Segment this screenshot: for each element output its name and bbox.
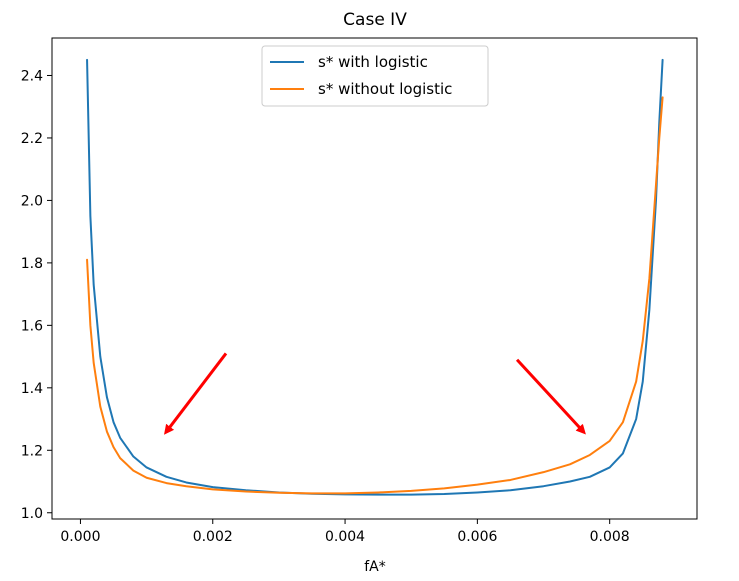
x-tick-label: 0.004 <box>325 529 365 545</box>
axes-frame <box>51 37 698 520</box>
annotation-arrow-2 <box>515 358 586 435</box>
y-tick-label: 1.0 <box>21 506 43 522</box>
series-line-2 <box>86 96 664 495</box>
legend: s* with logistic s* without logistic <box>261 45 489 107</box>
legend-label-2: s* without logistic <box>318 80 452 98</box>
x-tick-label: 0.000 <box>60 529 100 545</box>
series-line-1 <box>86 58 664 496</box>
legend-label-1: s* with logistic <box>318 53 428 71</box>
y-tick-label: 1.6 <box>21 318 43 334</box>
x-tick-label: 0.008 <box>590 529 630 545</box>
y-tick-label: 1.8 <box>21 256 43 272</box>
y-tick-label: 2.2 <box>21 131 43 147</box>
x-axis-label: fA* <box>364 559 386 575</box>
y-tick-label: 2.0 <box>21 193 43 209</box>
chart-title: Case IV <box>343 10 407 30</box>
x-tick-label: 0.006 <box>457 529 497 545</box>
plot-area <box>86 58 664 496</box>
annotation-arrow-1 <box>164 352 228 435</box>
axes: 0.000 0.002 0.004 0.006 0.008 1.0 1.2 1.4 1.6 1.8… <box>21 37 698 545</box>
x-tick-label: 0.002 <box>193 529 233 545</box>
y-tick-label: 1.2 <box>21 443 43 459</box>
y-tick-label: 1.4 <box>21 381 43 397</box>
y-tick-label: 2.4 <box>21 68 43 84</box>
legend-box <box>261 45 489 107</box>
